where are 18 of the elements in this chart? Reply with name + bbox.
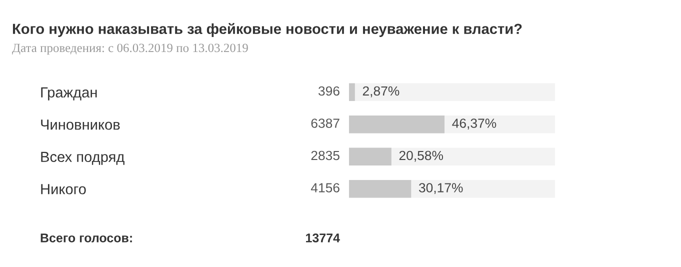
data-label: 30,17% (418, 183, 463, 194)
text: 4156 (310, 183, 340, 192)
text: Всего голосов: (40, 234, 132, 242)
text: 6387 (311, 118, 340, 128)
chart-title: Кого нужно наказывать за фейковые новости и неуважение к власти? (12, 23, 522, 37)
y-tick-label: Чиновников (41, 120, 120, 130)
data-label: 2,87% (362, 86, 400, 98)
bar (349, 148, 392, 166)
data-label: 46,37% (452, 118, 496, 130)
y-tick-label: Всех подряд (41, 152, 124, 165)
text: 396 (318, 86, 340, 96)
bar (349, 83, 355, 101)
text: 13774 (306, 234, 340, 242)
y-tick-label: Никого (41, 184, 86, 194)
data-label: 20,58% (399, 150, 444, 162)
y-tick-label: Граждан (41, 87, 97, 100)
text: 2835 (311, 150, 340, 160)
text: Дата проведения: с 06.03.2019 по 13.03.2019 (12, 44, 248, 55)
